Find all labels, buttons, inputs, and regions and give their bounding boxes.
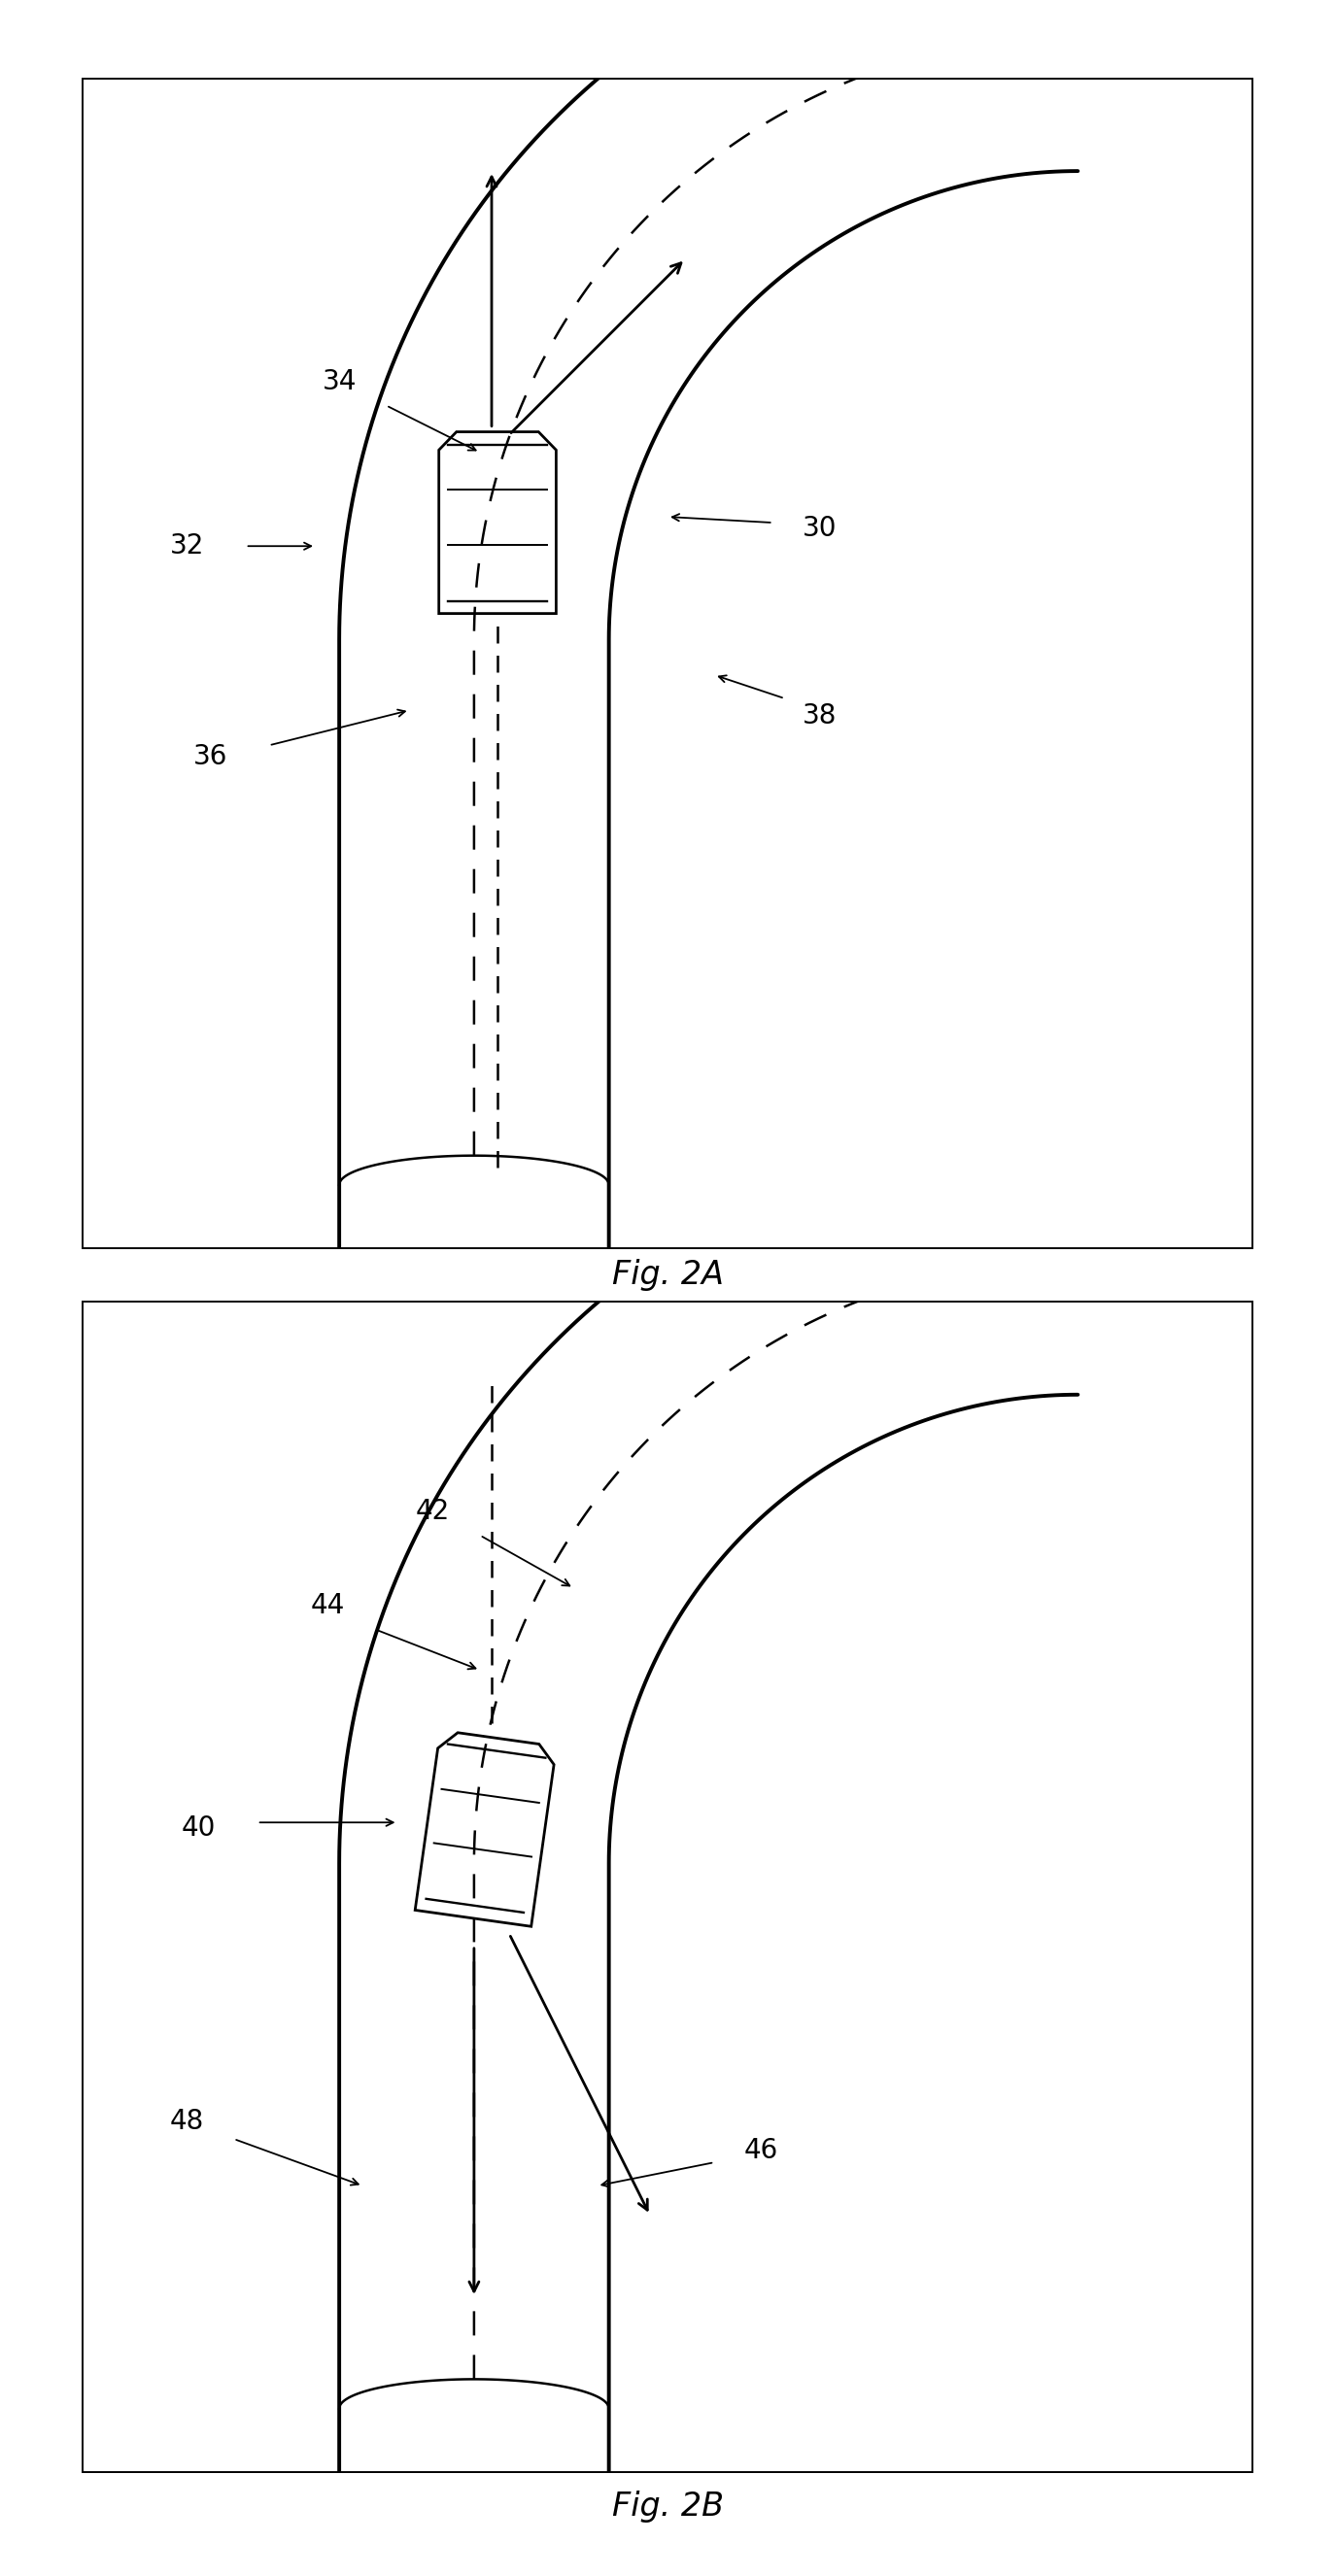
Text: 36: 36 [194, 744, 227, 770]
Text: 34: 34 [322, 368, 356, 397]
Text: 38: 38 [802, 703, 837, 729]
Text: 42: 42 [417, 1499, 450, 1525]
Text: 48: 48 [170, 2107, 204, 2136]
Text: 30: 30 [802, 515, 837, 541]
Text: 46: 46 [744, 2138, 778, 2164]
Text: Fig. 2A: Fig. 2A [611, 1260, 724, 1291]
Text: 40: 40 [182, 1814, 216, 1842]
Text: Fig. 2B: Fig. 2B [611, 2491, 724, 2522]
Text: 32: 32 [170, 533, 204, 559]
Text: 44: 44 [310, 1592, 344, 1620]
